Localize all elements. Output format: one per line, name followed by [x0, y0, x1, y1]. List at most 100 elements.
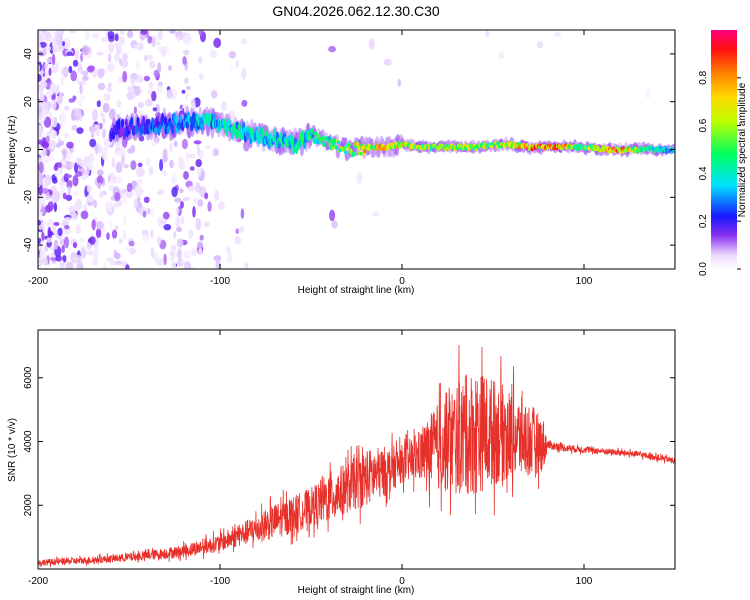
spectrogram-ridge-core: [336, 140, 340, 145]
spectrogram-noise-blob: [41, 230, 45, 241]
spectrogram-noise-blob: [67, 185, 72, 196]
spectrogram-blobs: [38, 30, 675, 269]
spectrogram-ridge-core: [241, 133, 245, 141]
spectrogram-noise-blob: [101, 37, 106, 42]
spectrogram-y-axis: -40 -20 0 20 40: [23, 48, 675, 252]
spectrogram-noise-blob: [111, 229, 118, 239]
spectrogram-noise-blob: [81, 175, 89, 179]
spectrogram-noise-blob: [109, 179, 114, 184]
spectrogram-noise-blob: [189, 166, 195, 171]
spectrogram-noise-blob: [38, 161, 44, 173]
spectrogram-noise-blob: [162, 170, 167, 176]
spectrogram-ridge-core: [313, 140, 317, 144]
snr-panel: -200 -100 0 100 2000 4000 6000 Height of stra…: [7, 329, 676, 596]
spectrogram-noise-blob: [86, 250, 94, 256]
spectrogram-noise-blob: [74, 162, 79, 174]
spectrogram-noise-blob: [198, 56, 203, 64]
spectrogram-noise-blob: [95, 143, 99, 155]
spectrogram-noise-blob: [156, 190, 164, 196]
spectrogram-noise-blob: [114, 52, 120, 62]
spectrogram-noise-blob: [329, 209, 336, 222]
spectrogram-ridge-core: [166, 125, 170, 135]
spectrogram-noise-blob: [38, 104, 43, 116]
spectrogram-noise-blob: [80, 94, 85, 101]
spectrogram-ridge-core: [355, 141, 359, 147]
spectrogram-noise-blob: [102, 128, 106, 139]
spectrogram-noise-blob: [157, 235, 162, 246]
spectrogram-noise-blob: [38, 175, 42, 188]
spectrogram-noise-blob: [45, 30, 49, 40]
spectrogram-noise-blob: [141, 234, 150, 242]
spectrogram-noise-blob: [177, 248, 183, 260]
spectrogram-noise-blob: [58, 184, 66, 190]
spectrogram-noise-blob: [185, 151, 190, 163]
spectrogram-noise-blob: [93, 199, 98, 209]
spectrogram-noise-blob: [173, 140, 178, 147]
spectrogram-noise-blob: [38, 87, 41, 93]
spectrogram-noise-blob: [148, 166, 154, 176]
spectrogram-noise-blob: [157, 62, 162, 74]
spectrogram-noise-blob: [77, 65, 83, 74]
spectrogram-ridge-core: [330, 138, 334, 144]
spectrogram-noise-blob: [53, 239, 59, 250]
spectrogram-noise-blob: [75, 170, 83, 177]
spectrogram-noise-blob: [207, 201, 212, 213]
spectrogram-noise-blob: [143, 75, 151, 82]
spectrogram-noise-blob: [65, 194, 73, 201]
spectrogram-ridge-core: [352, 152, 356, 157]
spectrogram-noise-blob: [196, 144, 200, 156]
spectrogram-ridge-halo: [364, 136, 369, 145]
spectrogram-ridge-core: [268, 132, 272, 140]
spectrogram-noise-blob: [38, 144, 42, 154]
spectrogram-noise-blob: [217, 201, 225, 211]
spectrogram-x-axis: -200 -100 0 100: [28, 30, 593, 287]
spectrogram-noise-blob: [174, 197, 182, 203]
colorbar-ticks: 0.0 0.2 0.4 0.6 0.8: [698, 70, 741, 276]
spectrogram-noise-blob: [50, 129, 57, 139]
spectrogram-noise-blob: [157, 46, 162, 53]
y-tick-label: -20: [23, 190, 34, 205]
spectrogram-noise-blob: [137, 102, 145, 109]
spectrogram-noise-blob: [70, 70, 77, 82]
colorbar: 0.0 0.2 0.4 0.6 0.8 Normalized spectral ampl…: [698, 30, 748, 276]
spectrogram-noise-blob: [331, 220, 338, 229]
spectrogram-noise-blob: [397, 79, 402, 87]
spectrogram-noise-blob: [66, 51, 73, 56]
spectrogram-noise-blob: [81, 45, 90, 56]
spectrogram-noise-blob: [96, 175, 104, 185]
spectrogram-noise-blob: [87, 162, 95, 171]
colorbar-gradient: [711, 30, 737, 269]
spectrogram-noise-blob: [72, 59, 79, 67]
spectrogram-noise-blob: [130, 160, 137, 171]
spectrogram-noise-blob: [234, 235, 241, 245]
spectrogram-noise-blob: [113, 249, 117, 258]
spectrogram-noise-blob: [123, 213, 127, 226]
spectrogram-noise-blob: [498, 51, 505, 59]
spectrogram-noise-blob: [91, 109, 98, 121]
spectrogram-noise-blob: [96, 51, 104, 56]
y-tick-label: 20: [23, 96, 34, 108]
spectrogram-noise-blob: [91, 32, 100, 39]
spectrogram-noise-blob: [105, 201, 109, 213]
spectrogram-noise-blob: [65, 37, 70, 46]
spectrogram-noise-blob: [59, 122, 66, 127]
x-tick-label: -200: [28, 276, 48, 287]
spectrogram-noise-blob: [146, 157, 151, 167]
spectrogram-noise-blob: [129, 247, 136, 255]
spectrogram-noise-blob: [74, 198, 83, 211]
spectrogram-noise-blob: [80, 247, 87, 259]
spectrogram-noise-blob: [114, 192, 121, 202]
spectrogram-noise-blob: [204, 192, 209, 200]
spectrogram-noise-blob: [128, 240, 135, 247]
spectrogram-noise-blob: [137, 178, 143, 186]
spectrogram-noise-blob: [57, 227, 63, 237]
spectrogram-noise-blob: [53, 202, 58, 213]
spectrogram-noise-blob: [106, 232, 110, 240]
spectrogram-noise-blob: [66, 151, 73, 161]
spectrogram-noise-blob: [51, 53, 56, 66]
spectrogram-noise-blob: [115, 161, 123, 173]
spectrogram-noise-blob: [130, 78, 136, 86]
spectrogram-noise-blob: [114, 225, 119, 230]
spectrogram-noise-blob: [115, 143, 121, 149]
